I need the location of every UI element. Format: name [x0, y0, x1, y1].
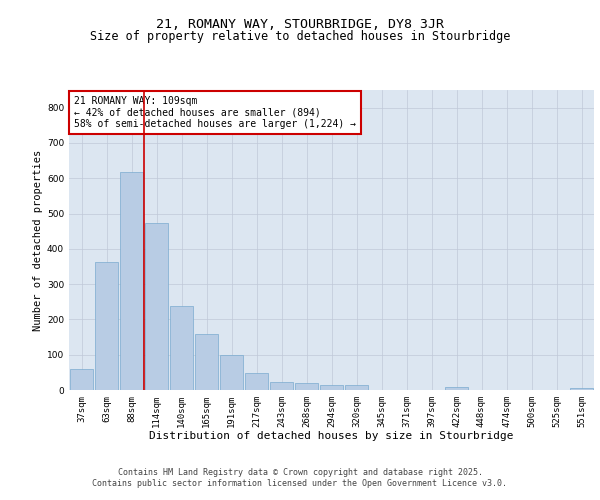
Bar	[195, 334, 218, 390]
X-axis label: Distribution of detached houses by size in Stourbridge: Distribution of detached houses by size …	[149, 432, 514, 442]
Bar	[170, 306, 193, 390]
Bar	[145, 224, 168, 390]
Bar	[345, 386, 368, 390]
Bar	[95, 262, 118, 390]
Bar	[245, 374, 268, 390]
Bar	[120, 172, 143, 390]
Bar	[570, 388, 593, 390]
Text: Size of property relative to detached houses in Stourbridge: Size of property relative to detached ho…	[90, 30, 510, 43]
Bar	[70, 369, 93, 390]
Text: 21 ROMANY WAY: 109sqm
← 42% of detached houses are smaller (894)
58% of semi-det: 21 ROMANY WAY: 109sqm ← 42% of detached …	[74, 96, 356, 129]
Bar	[220, 355, 243, 390]
Bar	[445, 387, 468, 390]
Bar	[295, 383, 318, 390]
Y-axis label: Number of detached properties: Number of detached properties	[33, 150, 43, 330]
Bar	[270, 382, 293, 390]
Text: 21, ROMANY WAY, STOURBRIDGE, DY8 3JR: 21, ROMANY WAY, STOURBRIDGE, DY8 3JR	[156, 18, 444, 30]
Bar	[320, 384, 343, 390]
Text: Contains HM Land Registry data © Crown copyright and database right 2025.
Contai: Contains HM Land Registry data © Crown c…	[92, 468, 508, 487]
